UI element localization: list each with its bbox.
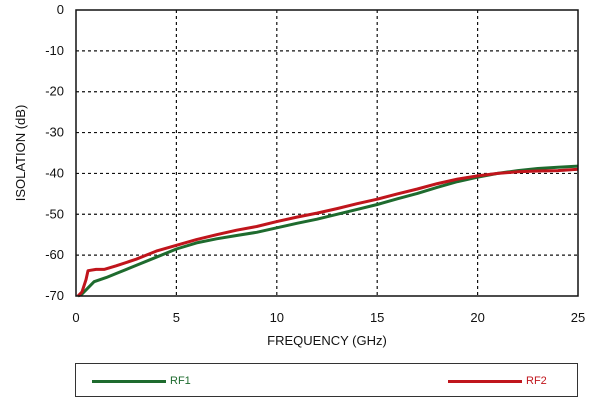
x-tick-label: 15 bbox=[370, 310, 384, 325]
x-tick-label: 5 bbox=[173, 310, 180, 325]
plot-frame bbox=[75, 9, 579, 297]
y-tick-label: -60 bbox=[45, 247, 64, 262]
y-axis-label: ISOLATION (dB) bbox=[13, 105, 28, 202]
x-tick-label: 10 bbox=[270, 310, 284, 325]
y-tick-label: -20 bbox=[45, 84, 64, 99]
legend-swatch-rf2 bbox=[448, 379, 522, 383]
legend: RF1 RF2 bbox=[75, 363, 578, 397]
legend-item-rf1: RF1 bbox=[92, 373, 191, 389]
x-tick-label: 25 bbox=[571, 310, 585, 325]
y-tick-label: 0 bbox=[57, 2, 64, 17]
y-tick-label: -30 bbox=[45, 125, 64, 140]
y-tick-label: -50 bbox=[45, 206, 64, 221]
legend-swatch-rf1 bbox=[92, 379, 166, 383]
y-tick-label: -10 bbox=[45, 43, 64, 58]
legend-label-rf1: RF1 bbox=[170, 375, 191, 387]
series-line-rf1 bbox=[77, 164, 579, 298]
series-lines bbox=[76, 164, 579, 298]
y-tick-label: -40 bbox=[45, 165, 64, 180]
series-line-rf2 bbox=[76, 167, 579, 298]
legend-label-rf2: RF2 bbox=[526, 375, 547, 387]
y-tick-label: -70 bbox=[45, 288, 64, 303]
x-axis-label: FREQUENCY (GHz) bbox=[267, 333, 387, 348]
x-tick-label: 0 bbox=[72, 310, 79, 325]
tick-labels: 0 5 10 15 20 25 0 -10 -20 -30 -40 -50 -60 -70 bbox=[45, 2, 585, 325]
x-tick-label: 20 bbox=[470, 310, 484, 325]
legend-item-rf2: RF2 bbox=[448, 373, 547, 389]
